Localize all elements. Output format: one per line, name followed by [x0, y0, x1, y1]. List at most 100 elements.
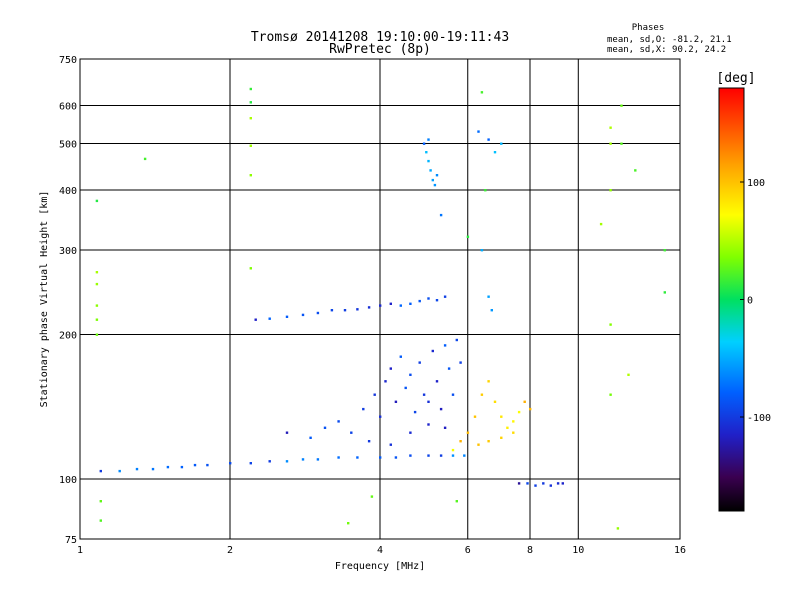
data-point — [418, 361, 421, 364]
data-point — [316, 458, 320, 461]
data-point — [135, 467, 139, 471]
data-point — [268, 460, 271, 463]
x-axis-label: Frequency [MHz] — [335, 561, 425, 572]
data-point — [343, 309, 347, 312]
data-point — [466, 235, 470, 238]
data-point — [389, 443, 392, 446]
data-point — [512, 431, 515, 434]
data-point — [627, 373, 630, 376]
data-point — [480, 249, 484, 252]
data-point — [487, 295, 490, 298]
data-point — [95, 199, 99, 203]
y-tick-label: 500 — [59, 140, 77, 151]
data-point — [439, 407, 443, 411]
data-point — [285, 431, 289, 434]
data-point — [427, 297, 430, 300]
data-point — [443, 295, 447, 298]
data-point — [439, 454, 443, 457]
data-point — [384, 380, 387, 383]
data-point — [95, 282, 99, 286]
gridlines — [80, 59, 680, 539]
data-point — [466, 431, 470, 434]
data-point — [484, 189, 487, 192]
data-point — [609, 142, 612, 145]
data-point — [427, 138, 430, 141]
data-point — [634, 169, 637, 172]
data-point — [95, 333, 99, 336]
data-point — [367, 440, 371, 443]
data-point — [362, 407, 365, 411]
x-tick-label: 4 — [377, 545, 383, 556]
data-point — [373, 393, 376, 396]
data-point — [394, 456, 398, 459]
data-point — [512, 420, 515, 423]
data-point — [487, 138, 490, 141]
data-point — [455, 338, 458, 342]
data-point — [523, 400, 526, 403]
data-point — [451, 393, 455, 396]
data-point — [356, 308, 359, 311]
data-point — [316, 311, 320, 315]
data-point — [323, 426, 327, 429]
data-point — [517, 410, 521, 414]
data-point — [439, 213, 443, 217]
data-point — [409, 373, 412, 376]
data-point — [379, 415, 382, 418]
data-point — [427, 423, 430, 426]
data-point — [379, 456, 382, 459]
data-point — [433, 183, 437, 187]
data-point — [429, 169, 432, 172]
data-point — [268, 317, 271, 320]
phase-stats-header: Phases — [632, 23, 665, 33]
data-point — [431, 178, 434, 182]
data-point — [549, 484, 552, 487]
data-point — [409, 431, 412, 434]
x-tick-label: 1 — [77, 545, 83, 556]
data-point — [425, 151, 428, 154]
data-point — [249, 117, 252, 120]
data-point — [663, 249, 666, 252]
data-point — [285, 315, 289, 318]
data-point — [435, 299, 439, 302]
data-point — [463, 454, 466, 457]
y-tick-label: 400 — [59, 186, 77, 197]
data-point — [459, 361, 462, 364]
data-point — [490, 309, 493, 312]
y-tick-label: 300 — [59, 246, 77, 257]
data-point — [193, 463, 197, 467]
data-point — [309, 436, 312, 439]
x-tick-label: 16 — [674, 545, 686, 556]
data-point — [399, 304, 402, 307]
phase-stats-o: mean, sd,O: -81.2, 21.1 — [607, 35, 732, 45]
data-point — [435, 380, 439, 383]
data-point — [443, 426, 447, 429]
data-point — [143, 157, 147, 161]
data-point — [599, 222, 603, 226]
x-tick-label: 8 — [527, 545, 533, 556]
data-point — [500, 142, 503, 145]
data-point — [389, 302, 392, 305]
data-point — [529, 407, 532, 411]
data-point — [487, 440, 490, 443]
data-point — [534, 484, 537, 487]
data-point — [249, 267, 252, 270]
data-points — [95, 87, 666, 530]
colorbar-ticks: 100 0 -100 — [740, 178, 771, 424]
data-point — [404, 386, 407, 390]
x-ticks: 1 2 4 6 8 10 16 — [77, 545, 686, 556]
data-point — [480, 393, 484, 396]
data-point — [118, 469, 121, 473]
data-point — [206, 463, 209, 467]
data-point — [620, 142, 623, 145]
x-tick-label: 6 — [465, 545, 471, 556]
data-point — [301, 313, 305, 317]
data-point — [409, 302, 412, 305]
data-point — [249, 174, 252, 177]
plot-area: 1 2 4 6 8 10 16 75 100 200 300 400 500 600 750 — [59, 55, 686, 556]
data-point — [347, 522, 350, 525]
data-point — [480, 91, 484, 94]
data-point — [455, 500, 458, 503]
data-point — [500, 415, 503, 418]
data-point — [473, 415, 477, 418]
data-point — [616, 527, 620, 530]
